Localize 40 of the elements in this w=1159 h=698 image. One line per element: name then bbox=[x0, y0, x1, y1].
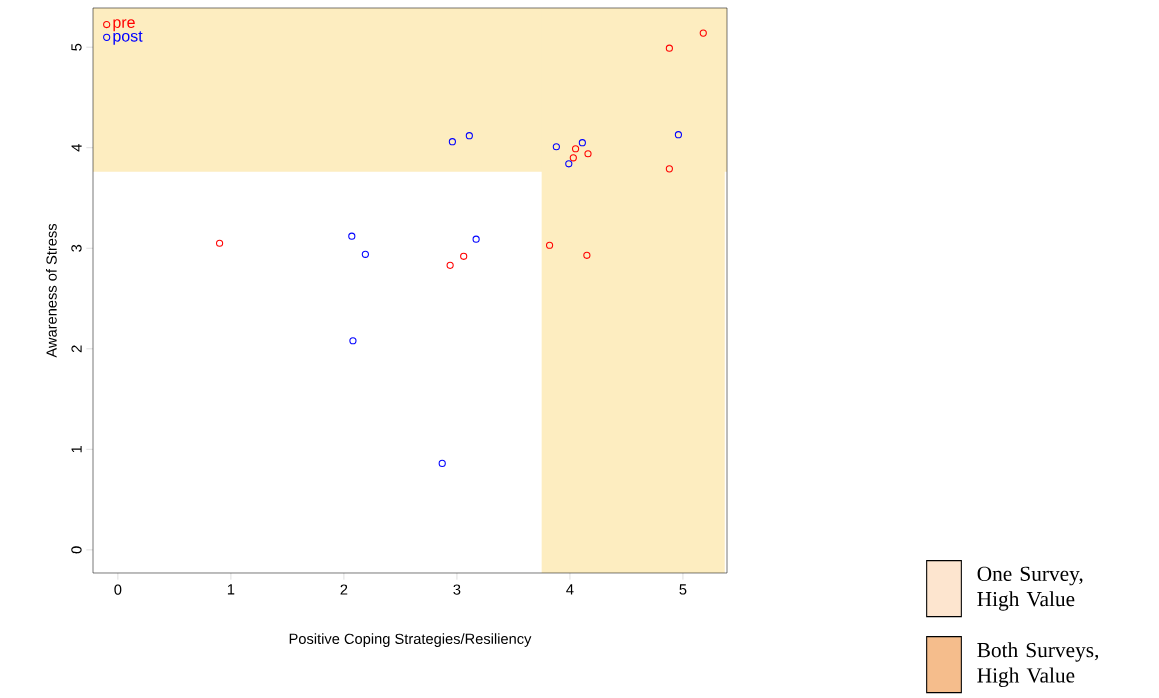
point bbox=[665, 165, 673, 173]
point bbox=[349, 337, 357, 345]
point bbox=[545, 241, 554, 249]
text: One Survey, High Value bbox=[977, 566, 1083, 611]
x-tick-label: 3 bbox=[453, 584, 461, 595]
point bbox=[446, 261, 454, 269]
point bbox=[584, 150, 592, 158]
point bbox=[565, 160, 573, 168]
legend-label: pre bbox=[113, 19, 135, 32]
x-axis-title: Positive Coping Strategies/Resiliency bbox=[289, 633, 532, 647]
point bbox=[460, 252, 468, 260]
x-tick-label: 5 bbox=[679, 584, 687, 595]
y-tick-label: 0 bbox=[71, 546, 82, 554]
x-tick-label: 4 bbox=[566, 584, 574, 595]
point bbox=[578, 139, 586, 147]
point bbox=[665, 44, 673, 52]
point bbox=[438, 459, 446, 468]
point bbox=[552, 143, 560, 151]
point bbox=[348, 232, 356, 240]
y-tick-label: 1 bbox=[71, 445, 82, 453]
y-tick-label: 4 bbox=[71, 144, 82, 152]
point bbox=[569, 154, 577, 162]
y-tick-label: 5 bbox=[71, 43, 82, 51]
x-tick-label: 1 bbox=[227, 584, 235, 595]
y-tick-label: 3 bbox=[71, 244, 82, 252]
point bbox=[699, 29, 707, 37]
x-tick-label: 0 bbox=[114, 584, 122, 595]
point bbox=[583, 251, 591, 259]
point bbox=[448, 138, 456, 146]
x-tick-label: 2 bbox=[340, 584, 348, 595]
point bbox=[465, 132, 473, 140]
point bbox=[571, 145, 580, 153]
y-axis-title: Awareness of Stress bbox=[46, 223, 57, 358]
text: Both Surveys, High Value bbox=[977, 642, 1099, 688]
legend-label: post bbox=[113, 31, 143, 45]
point bbox=[215, 239, 224, 247]
point bbox=[674, 131, 683, 139]
y-tick-label: 2 bbox=[71, 345, 82, 353]
point bbox=[361, 250, 369, 258]
point bbox=[472, 235, 480, 243]
